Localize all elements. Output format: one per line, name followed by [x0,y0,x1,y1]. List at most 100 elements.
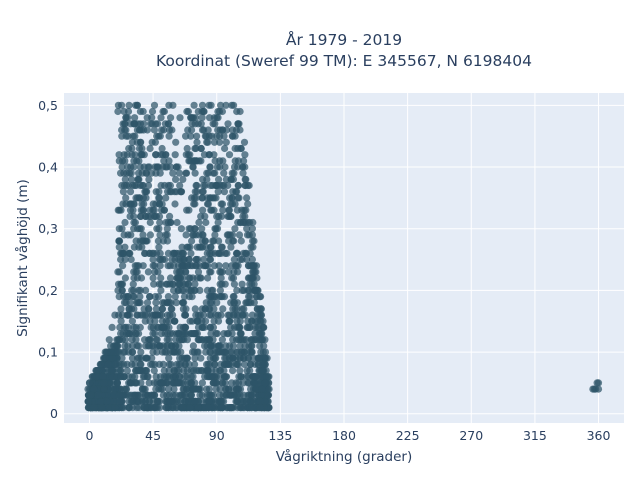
data-point [127,231,135,239]
data-point [147,360,155,368]
data-point [259,367,267,375]
data-point [166,274,175,282]
data-point [248,311,256,319]
data-point [151,391,159,399]
data-point [192,181,200,190]
data-point [148,311,156,319]
data-point [248,404,256,412]
data-point [235,120,243,128]
data-point [133,354,142,362]
data-point [227,243,235,251]
data-point [203,169,211,177]
data-point [115,280,123,288]
data-point [213,299,221,307]
data-point [224,120,232,128]
data-point [100,379,108,387]
data-point [156,262,164,270]
data-point [145,175,153,183]
data-point [258,330,266,338]
data-point [169,101,177,109]
data-point [235,231,244,239]
data-point [98,404,106,412]
data-point [165,120,173,128]
data-point [163,237,172,245]
data-point [224,212,232,220]
data-point [90,404,98,412]
data-point [184,126,192,134]
data-point [194,268,203,276]
data-point [142,188,150,196]
data-point [251,317,259,325]
data-point [84,397,92,405]
data-point [127,200,135,208]
data-point [136,126,144,134]
data-point [87,391,95,399]
data-point [217,293,225,301]
data-point [156,231,164,239]
data-point [139,107,147,116]
data-point [90,385,98,393]
data-point [153,397,161,405]
x-axis-title: Vågriktning (grader) [276,448,413,465]
data-point [264,391,272,399]
data-point [231,157,239,165]
data-point [102,348,110,356]
data-point [117,255,125,264]
data-point [187,249,195,257]
data-point [130,212,138,220]
data-point [143,126,151,134]
data-point [231,144,239,153]
data-point [109,354,117,362]
data-point [211,231,219,239]
data-point [175,360,183,368]
data-point [229,305,237,313]
data-point [179,305,187,313]
data-point [126,379,134,387]
data-point [165,385,173,393]
data-point [175,342,183,350]
data-point [165,157,173,165]
data-point [157,274,165,282]
data-point [151,330,159,338]
data-point [158,305,166,313]
data-point [128,317,136,325]
y-tick-label: 0,3 [38,221,58,236]
data-point [145,163,153,171]
data-point [97,360,105,368]
data-point [198,397,206,405]
data-point [182,231,190,239]
data-point [125,391,133,399]
y-tick-label: 0 [50,406,58,421]
data-point [225,317,233,325]
data-point [221,144,229,153]
data-point [205,336,214,344]
data-point [249,237,257,245]
data-point [206,268,214,276]
data-point [152,305,160,313]
data-point [189,163,197,171]
data-point [182,354,190,362]
data-point [174,379,182,387]
data-point [171,293,179,301]
data-point [183,336,191,344]
data-point [164,218,172,227]
data-point [136,286,144,294]
data-point [137,348,145,356]
data-point [121,243,129,251]
data-point [164,262,172,270]
x-tick-label: 360 [587,428,611,443]
data-point [107,367,115,375]
data-point [127,169,135,177]
data-point [257,348,265,356]
data-point [132,367,140,375]
data-point [165,354,173,362]
data-point [252,373,260,381]
data-point [117,305,125,313]
data-point [129,293,137,301]
data-point [133,101,142,109]
data-point [234,360,242,368]
data-point [180,385,188,393]
data-point [124,249,132,257]
data-point [106,379,115,387]
data-point [225,206,233,214]
